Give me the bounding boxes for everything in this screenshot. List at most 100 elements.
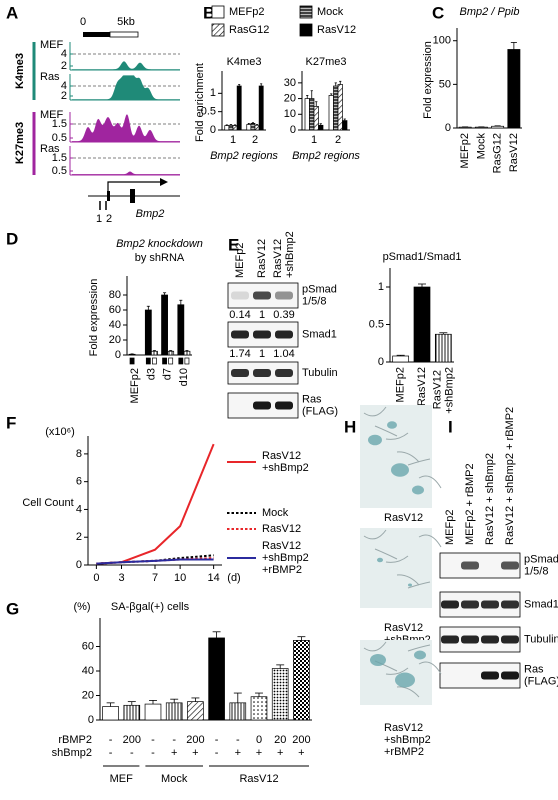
scale-label: 5kb bbox=[117, 16, 135, 28]
blot-band bbox=[501, 600, 519, 609]
x-tick-label: MEFp2 bbox=[129, 368, 141, 403]
x-tick-label: RasV12 +shBmp2 bbox=[431, 367, 455, 414]
blot-band bbox=[253, 401, 271, 410]
y-unit: (x10⁶) bbox=[45, 426, 75, 438]
quant-value: 1 bbox=[259, 309, 265, 321]
quant-value: 0.14 bbox=[229, 309, 250, 321]
legend-label: Mock bbox=[317, 6, 344, 18]
cell bbox=[377, 557, 383, 563]
blot-band bbox=[275, 401, 293, 410]
histone-mark: K4me3 bbox=[14, 53, 26, 89]
row-cell: 200 bbox=[123, 734, 141, 746]
row-cell: - bbox=[130, 747, 134, 759]
quant-value: 1.74 bbox=[229, 348, 250, 360]
row-cell: - bbox=[109, 747, 113, 759]
y-tick-label: 8 bbox=[76, 448, 82, 460]
track-tick-label: 1.5 bbox=[52, 118, 67, 130]
bar bbox=[293, 640, 310, 721]
track-tick-label: 2 bbox=[61, 60, 67, 72]
row-cell: + bbox=[171, 747, 177, 759]
cell-process bbox=[363, 529, 387, 540]
bar bbox=[258, 85, 264, 131]
cell-process bbox=[385, 555, 409, 563]
bar bbox=[123, 704, 141, 721]
gene-exon bbox=[130, 189, 135, 203]
blot-band bbox=[231, 330, 249, 339]
cell-process bbox=[385, 432, 409, 440]
cell-process bbox=[418, 475, 442, 489]
bar bbox=[392, 355, 410, 363]
track-signal bbox=[72, 61, 180, 70]
legend-label: MEFp2 bbox=[229, 6, 264, 18]
row-label: shBmp2 bbox=[52, 747, 92, 759]
bar bbox=[309, 98, 315, 131]
x-tick-label: 0 bbox=[93, 572, 99, 584]
y-tick-label: 20 bbox=[82, 689, 94, 701]
row-cell: - bbox=[172, 734, 176, 746]
blot-band bbox=[275, 369, 293, 377]
region-label: 2 bbox=[106, 213, 112, 225]
bar bbox=[151, 350, 158, 356]
row-cell: - bbox=[215, 734, 219, 746]
track-name: MEF bbox=[40, 39, 64, 51]
blot-band bbox=[231, 291, 249, 300]
shrna-marker bbox=[145, 357, 151, 365]
y-tick-label: 2 bbox=[76, 531, 82, 543]
bar bbox=[102, 706, 119, 721]
cell-process bbox=[396, 574, 420, 586]
bar bbox=[507, 49, 521, 129]
y-tick-label: 0 bbox=[378, 356, 384, 368]
y-axis-label: Fold expression bbox=[422, 41, 434, 119]
chart-title: K4me3 bbox=[227, 56, 262, 68]
quant-value: 1.04 bbox=[273, 348, 294, 360]
blot-band bbox=[481, 600, 499, 609]
blot-band bbox=[275, 330, 293, 339]
y-tick-label: 0 bbox=[76, 559, 82, 571]
y-tick-label: 20 bbox=[109, 334, 121, 346]
cell bbox=[391, 463, 409, 477]
bar bbox=[161, 294, 168, 356]
y-tick-label: 30 bbox=[284, 77, 296, 89]
row-cell: + bbox=[192, 747, 198, 759]
series-line bbox=[96, 443, 215, 565]
y-axis-label: Cell Count bbox=[22, 497, 73, 509]
bar bbox=[128, 353, 136, 356]
legend-label: Mock bbox=[262, 507, 289, 519]
x-tick-label: MEFp2 bbox=[459, 133, 471, 168]
y-tick-label: 40 bbox=[82, 665, 94, 677]
row-cell: - bbox=[151, 747, 155, 759]
track-tick-label: 1.5 bbox=[52, 152, 67, 164]
scale-bar bbox=[109, 31, 139, 38]
panel-letter: D bbox=[6, 229, 18, 248]
y-tick-label: 1 bbox=[378, 281, 384, 293]
x-tick-label: 1 bbox=[311, 134, 317, 146]
row-cell: + bbox=[298, 747, 304, 759]
tss-arrowhead bbox=[160, 178, 168, 186]
image-label: RasV12 +shBmp2 +rBMP2 bbox=[384, 722, 434, 758]
chart-title: Bmp2 knockdown bbox=[116, 238, 203, 250]
track-name: Ras bbox=[40, 71, 60, 83]
bar bbox=[254, 124, 260, 131]
legend-label: RasV12 +shBmp2 +rBMP2 bbox=[262, 540, 312, 576]
x-tick-label: RasV12 bbox=[508, 133, 520, 172]
y-tick-label: 0 bbox=[445, 122, 451, 134]
y-tick-label: 80 bbox=[109, 289, 121, 301]
x-tick-label: 3 bbox=[118, 572, 124, 584]
chart-title: K27me3 bbox=[306, 56, 347, 68]
bar bbox=[144, 309, 152, 356]
cell-process bbox=[418, 534, 442, 548]
bar bbox=[187, 701, 204, 721]
panel-letter: E bbox=[228, 235, 239, 254]
bar bbox=[304, 98, 310, 131]
y-tick-label: 6 bbox=[76, 476, 82, 488]
x-tick-label: 7 bbox=[152, 572, 158, 584]
legend-swatch bbox=[299, 23, 313, 37]
bar bbox=[491, 125, 505, 129]
bar bbox=[318, 124, 324, 131]
row-label: rBMP2 bbox=[58, 734, 92, 746]
y-tick-label: 4 bbox=[76, 503, 82, 515]
y-tick-label: 1 bbox=[210, 87, 216, 99]
lane-label: MEFp2 + rBMP2 bbox=[464, 463, 476, 545]
lane-label: RasV12 + shBmp2 bbox=[484, 453, 496, 545]
lane-label: RasV12 +shBmp2 bbox=[272, 231, 296, 278]
